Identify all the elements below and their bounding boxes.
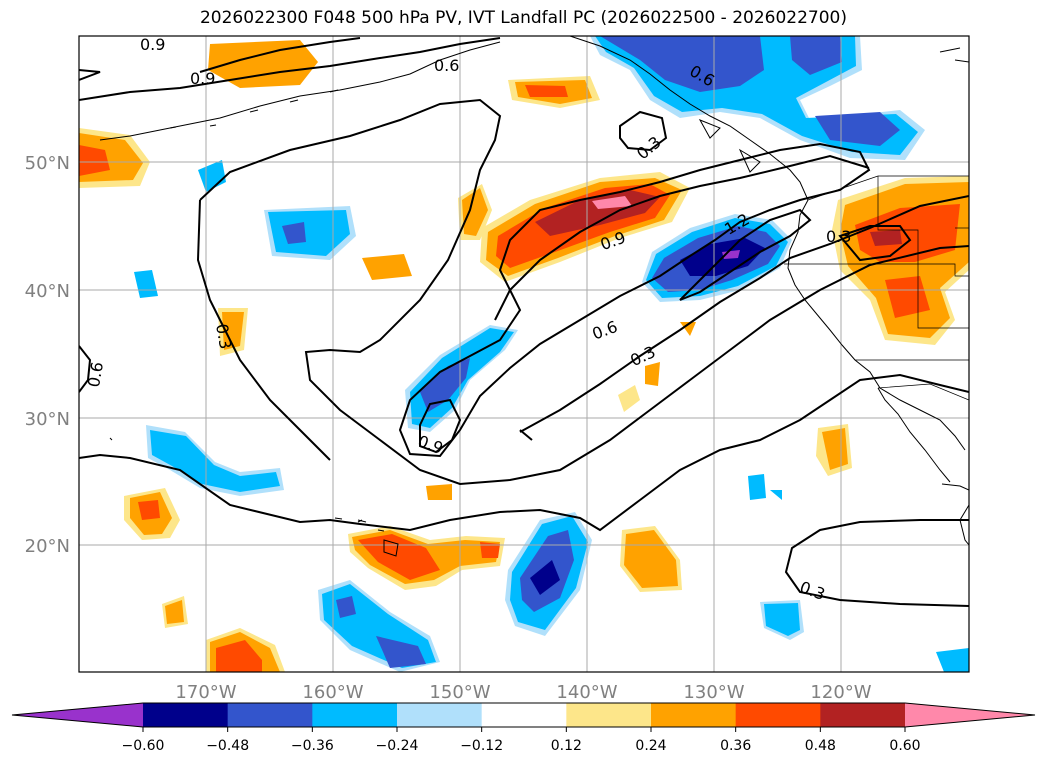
- positive-anomaly-fills: [79, 40, 969, 672]
- pv-contours: [79, 37, 969, 607]
- lat-label: 50°N: [25, 153, 70, 174]
- lon-label: 160°W: [302, 682, 363, 703]
- contour-label: 0.3: [212, 322, 235, 350]
- lat-label: 40°N: [25, 281, 70, 302]
- lat-label: 30°N: [25, 409, 70, 430]
- lon-label: 170°W: [175, 682, 236, 703]
- lat-label: 20°N: [25, 536, 70, 557]
- lat-tick-labels: 50°N 40°N 30°N 20°N: [25, 153, 70, 557]
- graticule: [79, 36, 969, 672]
- contour-label: 0.6: [434, 56, 459, 75]
- contour-label: 0.9: [190, 69, 215, 88]
- lon-label: 150°W: [429, 682, 490, 703]
- contour-label: 0.6: [84, 360, 107, 388]
- lon-label: 140°W: [556, 682, 617, 703]
- coastlines: [99, 36, 969, 557]
- map-content: 0.9 0.9 0.6 0.3 0.9 1.2 0.3 0.6 0.3 0.3 …: [79, 35, 969, 672]
- map-frame: [78, 35, 970, 673]
- figure-title: 2026022300 F048 500 hPa PV, IVT Landfall…: [199, 8, 847, 28]
- lon-tick-labels: 170°W 160°W 150°W 140°W 130°W 120°W: [175, 682, 871, 703]
- contour-label: 0.3: [826, 227, 851, 246]
- contour-label: 0.9: [140, 35, 165, 54]
- lon-label: 130°W: [683, 682, 744, 703]
- lon-label: 120°W: [810, 682, 871, 703]
